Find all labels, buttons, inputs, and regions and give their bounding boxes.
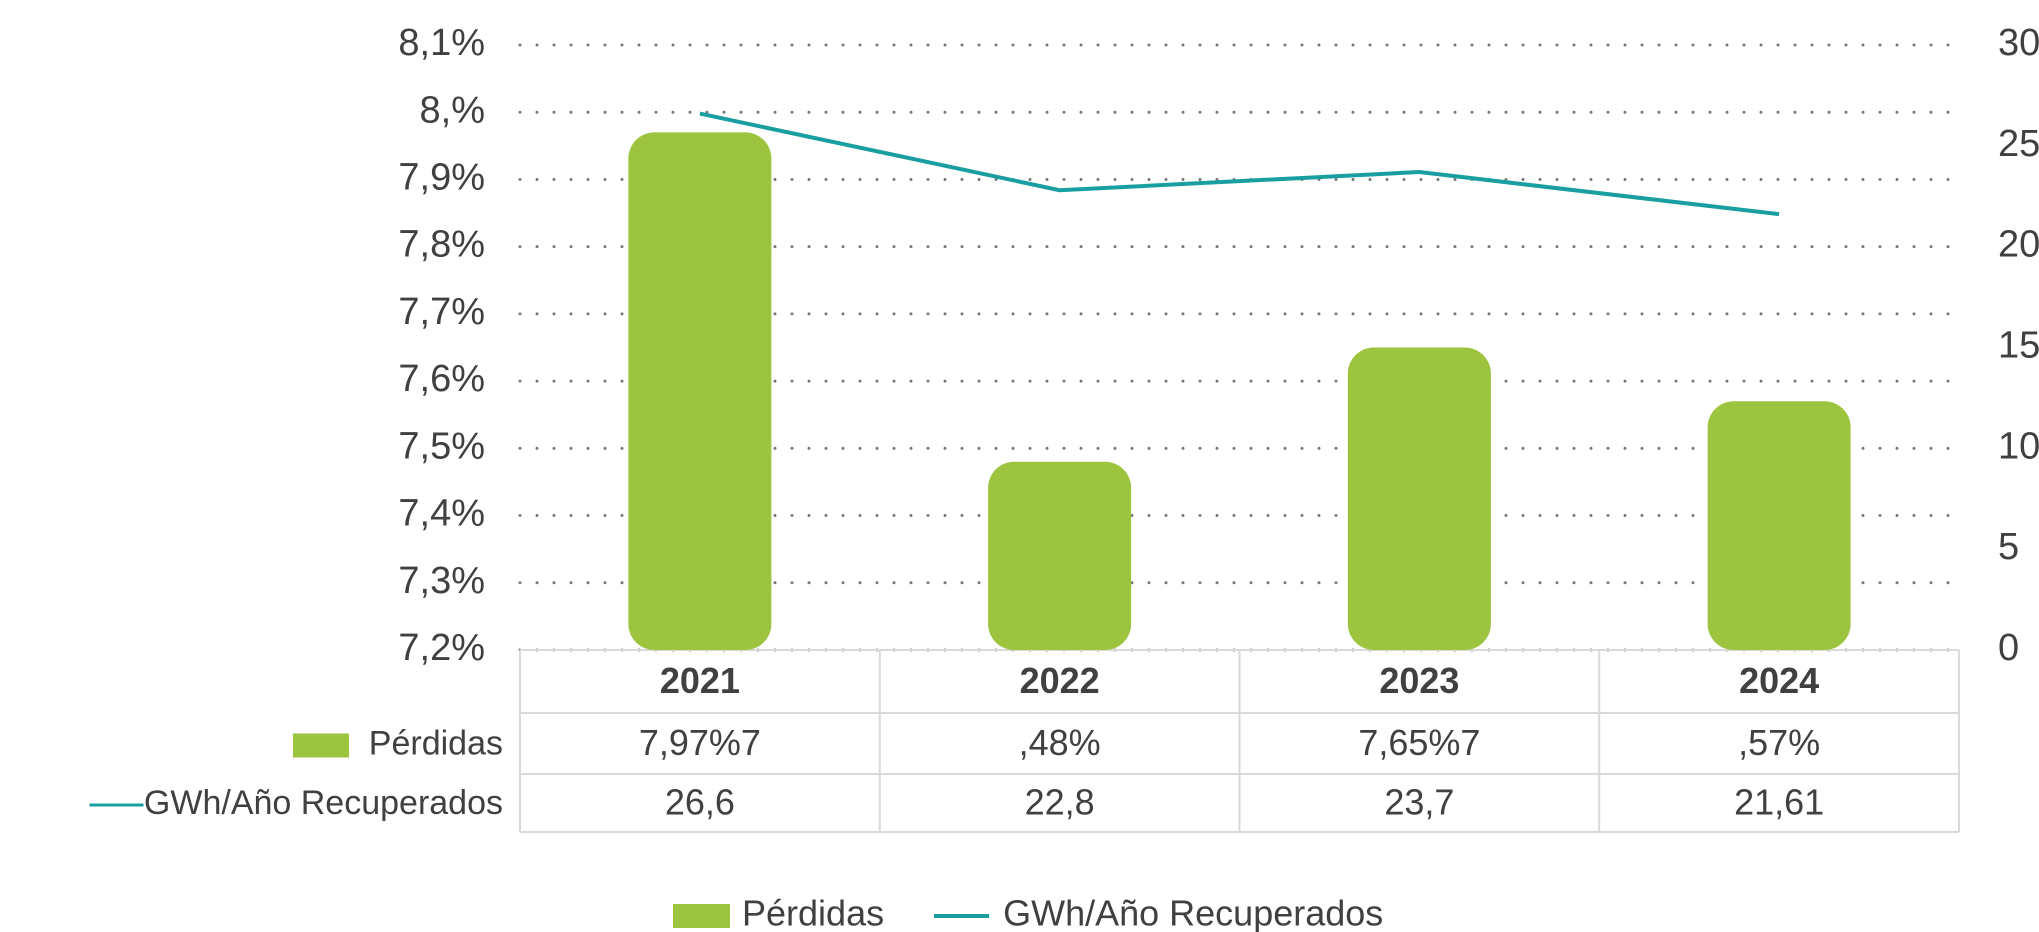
y2-tick-label: 20 [1998,224,2039,266]
line-series [699,111,1780,217]
y-tick-label: 7,7% [398,291,485,333]
table-value: 21,61 [1734,782,1824,823]
legend-label: Pérdidas [742,893,884,932]
bar [988,461,1132,650]
table-value: 7,97%7 [639,722,761,763]
table-value: 23,7 [1384,782,1454,823]
table-value: 7,65%7 [1358,722,1480,763]
y2-tick-label: 15 [1998,325,2039,367]
legend-swatch [673,904,730,928]
legend-label: GWh/Año Recuperados [1003,893,1383,932]
bar [1707,401,1851,650]
x-tick-label: 2024 [1739,660,1819,701]
y2-tick-label: 0 [1998,627,2019,669]
table-legend-swatch [293,733,349,758]
y-tick-label: 7,2% [398,627,485,669]
y-tick-label: 8,% [420,89,485,131]
x-tick-label: 2021 [660,660,740,701]
y-tick-label: 7,4% [398,493,485,535]
y-tick-label: 7,9% [398,156,485,198]
y2-tick-label: 5 [1998,526,2019,568]
y2-tick-label: 10 [1998,425,2039,467]
y-tick-label: 7,6% [398,358,485,400]
table-value: 22,8 [1025,782,1095,823]
y2-tick-label: 25 [1998,123,2039,165]
y-tick-label: 7,5% [398,425,485,467]
bar [628,132,772,650]
y2-tick-label: 30 [1998,22,2039,64]
x-tick-label: 2023 [1379,660,1459,701]
table-value: 26,6 [665,782,735,823]
table-row-label: GWh/Año Recuperados [144,784,503,822]
x-tick-label: 2022 [1020,660,1100,701]
y-tick-label: 7,3% [398,560,485,602]
y-tick-label: 8,1% [398,22,485,64]
bar [1347,347,1491,650]
table-value: ,48% [1019,722,1101,763]
table-row-label: Pérdidas [369,724,503,762]
table-value: ,57% [1738,722,1820,763]
y-tick-label: 7,8% [398,224,485,266]
